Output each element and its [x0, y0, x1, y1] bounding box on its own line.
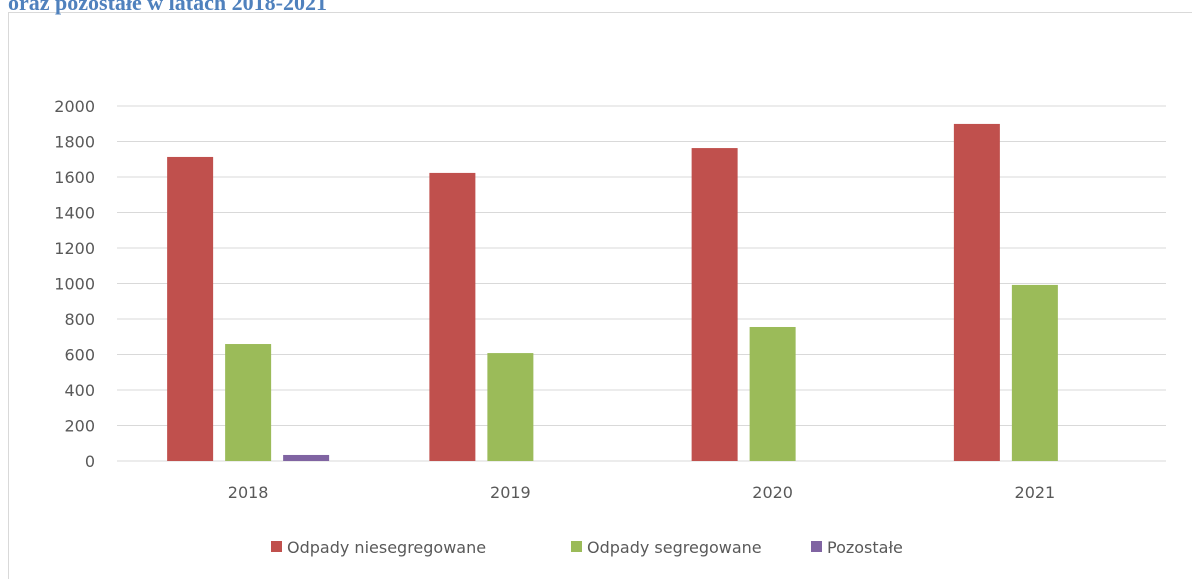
y-tick-label: 2000: [54, 97, 95, 116]
legend-swatch: [271, 541, 282, 552]
y-tick-label: 1200: [54, 239, 95, 258]
bar: [429, 172, 476, 462]
bar: [283, 454, 330, 461]
bar: [225, 344, 272, 461]
bar: [1011, 284, 1058, 461]
bar: [953, 123, 1000, 462]
y-tick-label: 1400: [54, 204, 95, 223]
x-tick-label: 2021: [1015, 483, 1056, 502]
bar: [487, 353, 534, 461]
bar: [691, 148, 738, 461]
legend-swatch: [811, 541, 822, 552]
y-tick-label: 400: [64, 381, 95, 400]
y-tick-label: 1600: [54, 168, 95, 187]
bar: [749, 326, 796, 461]
y-tick-label: 1800: [54, 133, 95, 152]
y-tick-label: 200: [64, 417, 95, 436]
legend-label: Odpady niesegregowane: [287, 538, 486, 557]
x-tick-label: 2018: [228, 483, 269, 502]
chart-title: oraz pozostałe w latach 2018-2021: [8, 0, 327, 15]
y-tick-label: 1000: [54, 275, 95, 294]
bar: [167, 156, 214, 461]
y-tick-label: 600: [64, 346, 95, 365]
x-tick-label: 2020: [752, 483, 793, 502]
y-tick-label: 0: [85, 452, 95, 471]
x-tick-label: 2019: [490, 483, 531, 502]
legend-swatch: [571, 541, 582, 552]
y-tick-label: 800: [64, 310, 95, 329]
legend-label: Odpady segregowane: [587, 538, 762, 557]
legend-label: Pozostałe: [827, 538, 903, 557]
